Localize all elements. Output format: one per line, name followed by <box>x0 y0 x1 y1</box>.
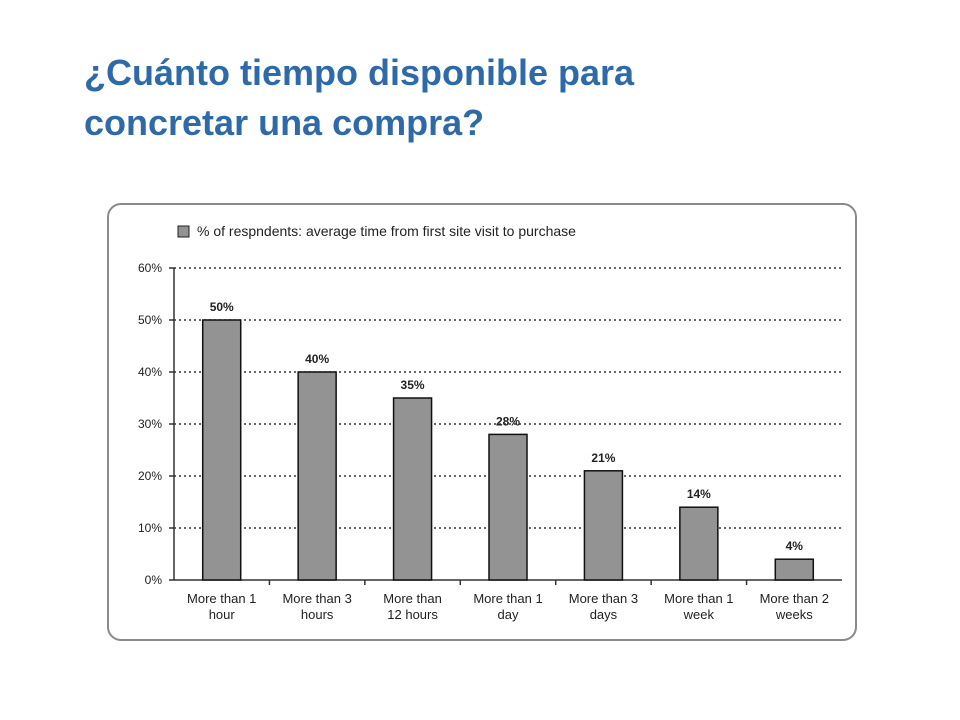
y-tick-label: 0% <box>145 573 163 587</box>
x-tick-label: weeks <box>775 607 813 622</box>
x-tick-label: 12 hours <box>387 607 438 622</box>
data-label: 4% <box>786 539 804 553</box>
grid-lines <box>174 267 842 529</box>
x-tick-label: day <box>498 607 519 622</box>
data-label: 28% <box>496 414 520 428</box>
data-label: 50% <box>210 300 234 314</box>
bar <box>774 558 815 581</box>
bar <box>583 470 624 581</box>
bar <box>392 397 433 581</box>
bars <box>201 319 815 581</box>
y-tick-labels: 0% 10% 20% 30% 40% 50% 60% <box>138 261 162 587</box>
x-tick-label: More than 1 <box>664 591 733 606</box>
bar <box>679 506 719 581</box>
bar <box>297 371 337 581</box>
bar <box>201 319 242 581</box>
y-tick-label: 60% <box>138 261 162 275</box>
legend-label: % of respndents: average time from first… <box>197 223 576 239</box>
title-line-2: concretar una compra? <box>84 102 485 143</box>
y-tick-label: 10% <box>138 521 162 535</box>
x-tick-label: More than 3 <box>282 591 351 606</box>
x-tick-label: More than 3 <box>569 591 638 606</box>
x-tick-label: hour <box>209 607 236 622</box>
data-label: 35% <box>401 378 425 392</box>
page-title: ¿Cuánto tiempo disponible para concretar… <box>84 48 904 148</box>
x-tick-label: More than 1 <box>187 591 256 606</box>
x-tick-label: hours <box>301 607 334 622</box>
x-tick-label: week <box>683 607 715 622</box>
x-tick-label: More than 2 <box>760 591 829 606</box>
legend-swatch <box>177 225 190 238</box>
y-tick-label: 20% <box>138 469 162 483</box>
data-labels: 50% 40% 35% 28% 21% 14% 4% <box>210 300 804 553</box>
y-tick-label: 30% <box>138 417 162 431</box>
legend: % of respndents: average time from first… <box>177 223 576 239</box>
y-tick-label: 40% <box>138 365 162 379</box>
title-line-1: ¿Cuánto tiempo disponible para <box>84 52 635 93</box>
x-tick-label: More than 1 <box>473 591 542 606</box>
data-label: 14% <box>687 487 711 501</box>
data-label: 40% <box>305 352 329 366</box>
data-label: 21% <box>591 451 615 465</box>
bar <box>488 433 528 581</box>
x-tick-label: More than <box>383 591 442 606</box>
x-tick-label: days <box>590 607 618 622</box>
y-tick-label: 50% <box>138 313 162 327</box>
